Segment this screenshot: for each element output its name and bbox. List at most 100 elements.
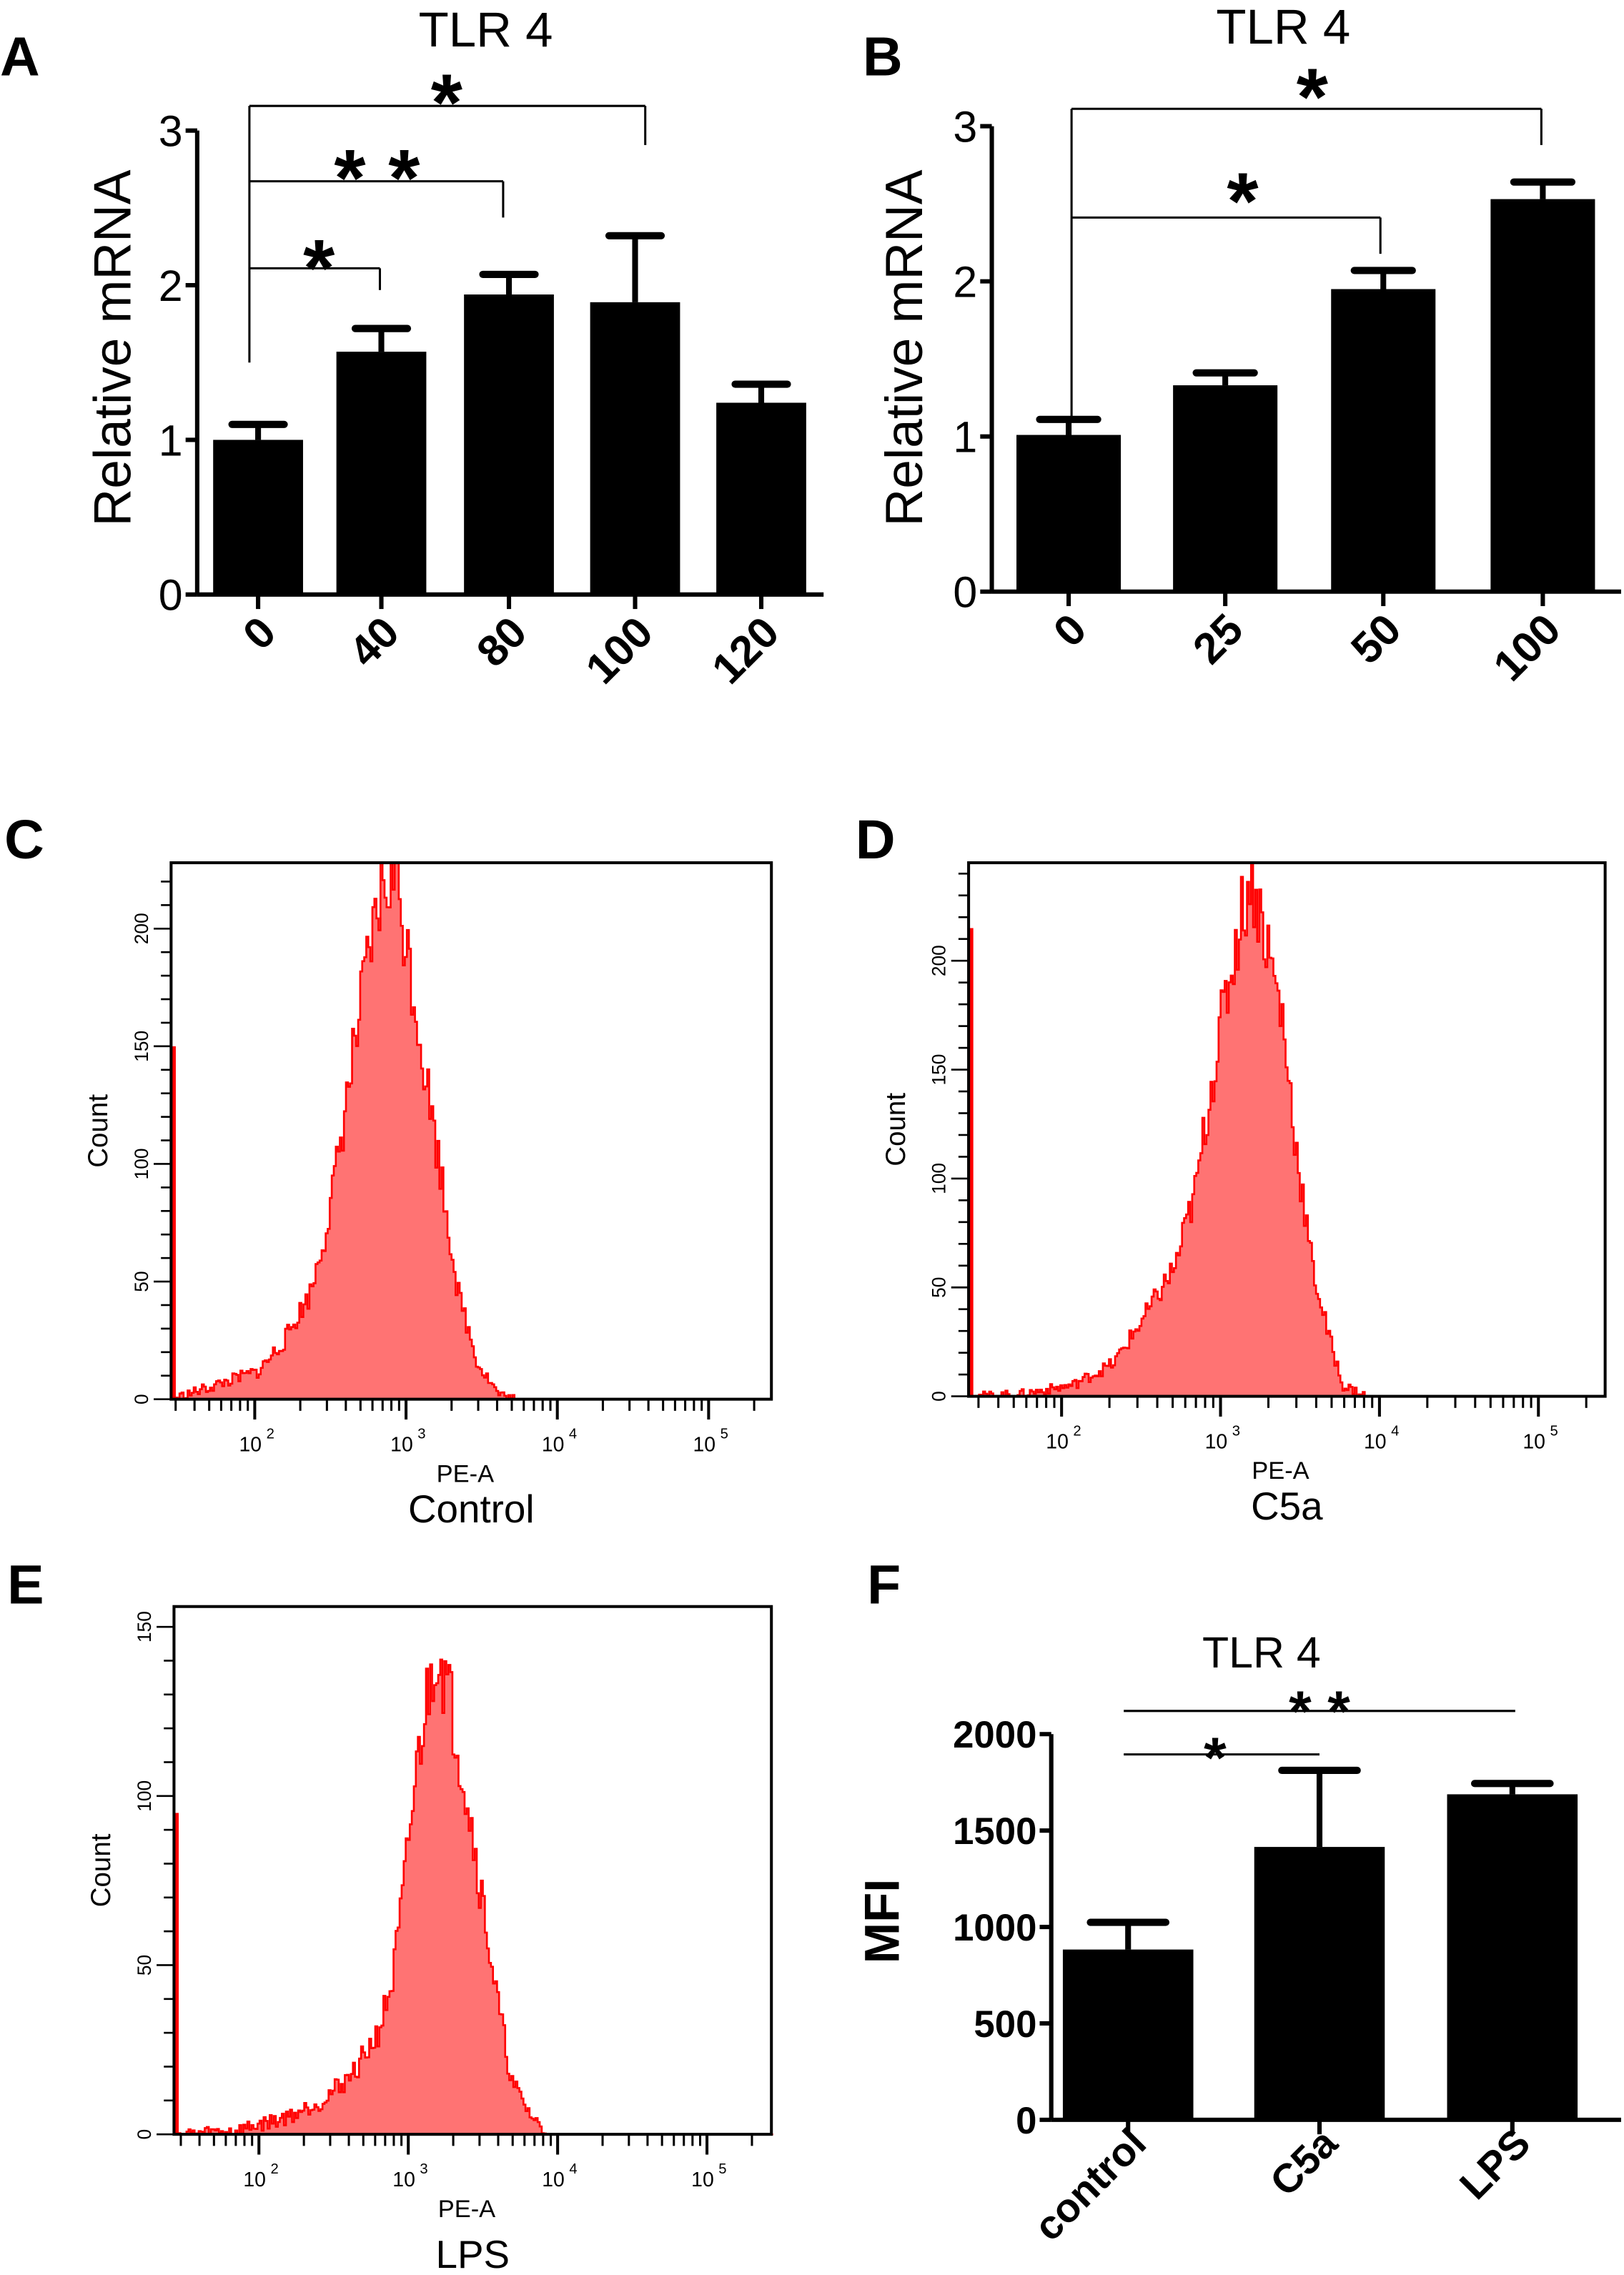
histogram-caption: LPS: [436, 2232, 510, 2275]
x-tick-label-exponent: 2: [1073, 1423, 1081, 1439]
x-tick-label: C5a: [1262, 2121, 1347, 2206]
panel-label-b: B: [863, 26, 903, 88]
x-axis-label: PE-A: [1252, 1457, 1309, 1485]
y-tick-label: 0: [134, 2129, 155, 2140]
histogram-distribution: [973, 861, 1607, 1397]
y-tick-label: 150: [134, 1611, 155, 1642]
y-tick-label: 3: [953, 102, 977, 151]
y-tick-label: 100: [131, 1148, 152, 1179]
bar-80: [464, 294, 554, 595]
x-tick-label-exponent: 4: [569, 2161, 577, 2177]
x-tick-label: 0: [234, 608, 285, 659]
x-tick-label: 50: [1342, 605, 1410, 673]
y-tick-label: 3: [159, 107, 183, 156]
y-axis-label: Count: [881, 1093, 911, 1166]
bar-chart-f: TLR 4 MFI 0 500 1000 1500 2000 control C5a LPS * *…: [855, 1628, 1621, 2250]
x-tick-label-base: 10: [239, 1434, 262, 1457]
bar-chart-b: TLR 4 Relative mRNA 0 1 2 3 0 25 50 100 * *: [876, 0, 1621, 690]
x-tick-label-base: 10: [1522, 1431, 1545, 1454]
x-tick-label-exponent: 3: [420, 2161, 427, 2177]
x-axis-label: PE-A: [437, 1460, 494, 1487]
plot-frame: [169, 861, 773, 1401]
y-tick-label: 0: [929, 1391, 950, 1402]
x-axis-label: PE-A: [438, 2196, 495, 2223]
x-tick-label-base: 10: [392, 2169, 415, 2191]
bar-chart-a: TLR 4 Relative mRNA 0 1 2 3 0 40 80 100 120 ** **: [84, 2, 824, 693]
significance-stars: * *: [1289, 1680, 1350, 1744]
x-tick-label: 120: [703, 608, 788, 693]
x-tick-label: LPS: [1452, 2121, 1540, 2209]
y-tick-label: 0: [131, 1394, 152, 1404]
x-tick-label-base: 10: [542, 1434, 565, 1457]
chart-title: TLR 4: [1216, 0, 1350, 54]
y-tick-label: 100: [929, 1163, 950, 1194]
y-tick-label: 50: [929, 1277, 950, 1298]
x-tick-label: control: [1026, 2121, 1155, 2250]
panel-label-e: E: [7, 1555, 44, 1616]
panel-label-d: D: [856, 809, 896, 871]
x-tick-label-exponent: 5: [718, 2161, 726, 2177]
x-tick-label-exponent: 3: [1232, 1423, 1240, 1439]
x-tick-label-exponent: 4: [1391, 1423, 1399, 1439]
significance-stars: *: [1227, 157, 1259, 247]
bar-100: [590, 302, 680, 595]
bar-control: [1062, 1949, 1194, 2120]
y-tick-label: 150: [131, 1031, 152, 1062]
x-tick-label-base: 10: [1205, 1431, 1228, 1454]
y-tick-label: 1: [159, 416, 183, 465]
y-tick-label: 1: [953, 413, 977, 462]
x-tick-label-exponent: 4: [569, 1426, 577, 1442]
x-tick-label: 25: [1184, 605, 1252, 673]
panel-label-c: C: [4, 809, 44, 871]
x-tick-label: 80: [467, 608, 536, 676]
x-tick-label: 40: [340, 608, 408, 676]
bar-lps: [1447, 1794, 1578, 2120]
significance-stars: *: [1297, 52, 1329, 143]
x-tick-label: 0: [1044, 605, 1096, 656]
panel-label-a: A: [0, 26, 40, 88]
x-tick-label: 100: [1484, 605, 1570, 690]
y-tick-label: 0: [159, 571, 183, 620]
significance-stars: *: [303, 223, 335, 314]
chart-title: TLR 4: [1202, 1628, 1321, 1677]
y-tick-label: 500: [974, 2003, 1036, 2046]
y-tick-label: 150: [929, 1054, 950, 1086]
y-tick-label: 50: [131, 1271, 152, 1292]
histogram-distribution: [174, 861, 773, 1400]
x-tick-label-base: 10: [1364, 1431, 1387, 1454]
plot-frame: [967, 861, 1607, 1398]
x-tick-label-exponent: 5: [721, 1426, 728, 1442]
x-tick-label-base: 10: [542, 2169, 565, 2191]
x-tick-label-exponent: 2: [267, 1426, 274, 1442]
y-tick-label: 50: [134, 1955, 155, 1976]
x-tick-label-base: 10: [1046, 1431, 1069, 1454]
x-tick-label-base: 10: [390, 1434, 413, 1457]
y-axis-label: Count: [86, 1833, 117, 1907]
significance-stars: *: [431, 58, 463, 149]
panel-label-f: F: [867, 1555, 901, 1616]
bar-100: [1490, 199, 1595, 592]
plot-frame: [172, 1605, 773, 2136]
histogram-distribution: [177, 1658, 773, 2136]
x-tick-label-base: 10: [693, 1434, 716, 1457]
histogram-caption: Control: [408, 1487, 535, 1531]
bar-50: [1331, 289, 1436, 592]
histogram-caption: C5a: [1251, 1484, 1323, 1528]
y-tick-label: 2: [953, 258, 977, 307]
y-tick-label: 1500: [953, 1810, 1036, 1853]
y-tick-label: 2: [159, 262, 183, 310]
y-tick-label: 100: [134, 1780, 155, 1812]
bar-40: [336, 352, 427, 595]
bar-0: [213, 440, 303, 595]
bar-c5a: [1254, 1847, 1385, 2120]
bar-0: [1016, 435, 1122, 592]
x-tick-label-exponent: 5: [1550, 1423, 1558, 1439]
y-tick-label: 200: [929, 945, 950, 976]
y-axis-label: Relative mRNA: [876, 169, 934, 526]
y-axis-label: Relative mRNA: [84, 169, 142, 526]
bar-25: [1173, 385, 1278, 592]
